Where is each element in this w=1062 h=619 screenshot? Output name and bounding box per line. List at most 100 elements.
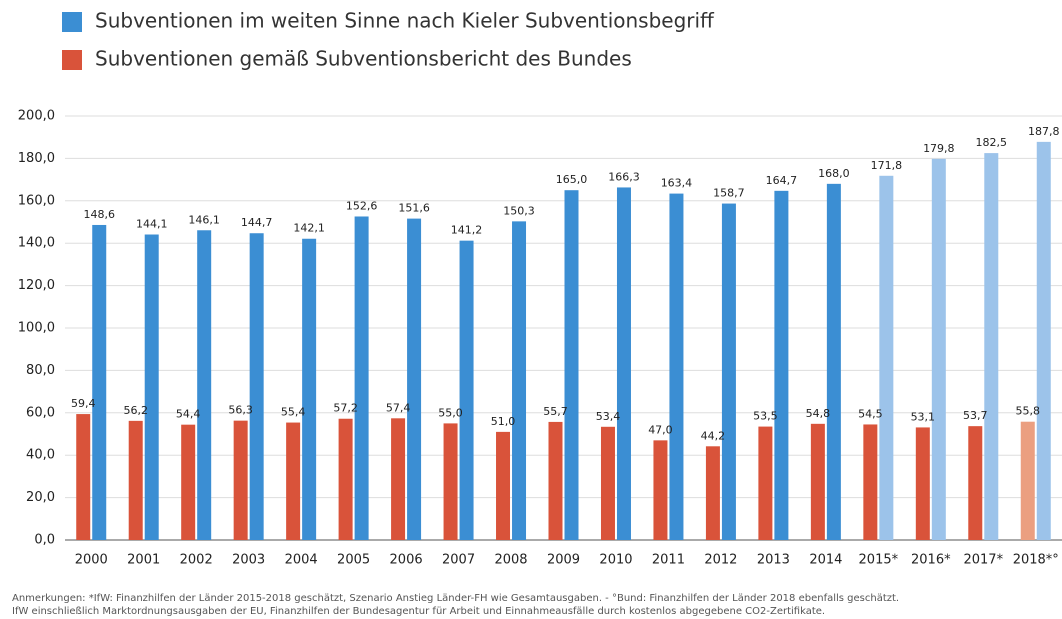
x-tick-label: 2002 — [180, 553, 213, 568]
bar — [443, 423, 458, 540]
value-label: 144,1 — [136, 218, 168, 231]
value-label: 168,0 — [818, 167, 850, 180]
value-label: 54,8 — [806, 407, 831, 420]
bar — [968, 426, 983, 540]
value-label: 51,0 — [491, 415, 516, 428]
bar — [286, 422, 301, 540]
bar — [249, 233, 264, 540]
x-tick-label: 2014 — [809, 553, 842, 568]
y-tick-label: 100,0 — [18, 321, 55, 336]
x-tick-label: 2001 — [127, 553, 160, 568]
bar — [826, 183, 841, 540]
bar — [705, 446, 720, 540]
bar — [669, 193, 684, 541]
bar — [879, 175, 894, 540]
y-tick-label: 140,0 — [18, 236, 55, 251]
x-tick-label: 2018*° — [1013, 553, 1059, 568]
value-label: 55,8 — [1016, 405, 1041, 418]
value-label: 53,7 — [963, 409, 988, 422]
x-tick-label: 2003 — [232, 553, 265, 568]
x-tick-label: 2007 — [442, 553, 475, 568]
x-tick-label: 2017* — [963, 553, 1003, 568]
bar — [984, 153, 999, 540]
value-label: 166,3 — [608, 170, 640, 183]
bar — [391, 418, 406, 540]
bar — [600, 426, 615, 540]
y-tick-label: 80,0 — [26, 363, 55, 378]
bar — [721, 203, 736, 540]
bar — [128, 420, 143, 540]
bar — [496, 431, 511, 540]
value-label: 182,5 — [976, 136, 1008, 149]
value-label: 163,4 — [661, 177, 693, 190]
y-tick-label: 60,0 — [26, 405, 55, 420]
bar — [92, 224, 107, 540]
value-label: 164,7 — [766, 174, 798, 187]
x-tick-label: 2000 — [75, 553, 108, 568]
y-tick-label: 180,0 — [18, 151, 55, 166]
bar — [512, 221, 527, 540]
y-tick-label: 120,0 — [18, 278, 55, 293]
x-tick-label: 2016* — [911, 553, 951, 568]
bar — [302, 238, 317, 541]
bar — [459, 240, 474, 540]
value-label: 150,3 — [503, 204, 535, 217]
value-label: 165,0 — [556, 173, 588, 186]
legend-swatch — [62, 50, 82, 70]
footnote: Anmerkungen: *IfW: Finanzhilfen der Länd… — [12, 593, 899, 604]
value-label: 54,5 — [858, 407, 883, 420]
value-label: 55,0 — [438, 406, 463, 419]
bar — [1036, 141, 1051, 540]
value-label: 148,6 — [83, 208, 115, 221]
value-label: 152,6 — [346, 199, 378, 212]
value-label: 53,5 — [753, 410, 778, 423]
value-label: 179,8 — [923, 142, 955, 155]
value-label: 57,2 — [333, 402, 358, 415]
bar — [810, 423, 825, 540]
bar — [616, 187, 631, 540]
x-tick-label: 2012 — [704, 553, 737, 568]
bar — [1020, 421, 1035, 540]
bar — [354, 216, 369, 540]
value-label: 141,2 — [451, 224, 483, 237]
x-tick-label: 2005 — [337, 553, 370, 568]
value-label: 171,8 — [871, 159, 903, 172]
bar — [758, 426, 773, 540]
x-tick-label: 2011 — [652, 553, 685, 568]
value-label: 158,7 — [713, 187, 745, 200]
x-tick-label: 2009 — [547, 553, 580, 568]
value-label: 56,2 — [123, 404, 148, 417]
bar — [653, 440, 668, 540]
bar — [564, 190, 579, 540]
value-label: 142,1 — [293, 222, 325, 235]
legend-swatch — [62, 12, 82, 32]
footnote: IfW einschließlich Marktordnungsausgaben… — [12, 606, 825, 617]
value-label: 144,7 — [241, 216, 273, 229]
bar — [144, 234, 159, 540]
bar — [76, 414, 91, 540]
value-label: 55,7 — [543, 405, 568, 418]
y-tick-label: 200,0 — [18, 109, 55, 124]
bar — [863, 424, 878, 540]
value-label: 53,1 — [911, 410, 936, 423]
y-tick-label: 20,0 — [26, 490, 55, 505]
bar — [931, 158, 946, 540]
bar — [233, 420, 248, 540]
value-label: 151,6 — [398, 202, 430, 215]
legend-label: Subventionen im weiten Sinne nach Kieler… — [95, 9, 715, 33]
y-tick-label: 160,0 — [18, 193, 55, 208]
y-tick-label: 40,0 — [26, 448, 55, 463]
x-tick-label: 2010 — [599, 553, 632, 568]
legend-label: Subventionen gemäß Subventionsbericht de… — [95, 47, 632, 71]
bar — [181, 424, 196, 540]
x-tick-label: 2015* — [859, 553, 899, 568]
bar — [338, 418, 353, 540]
x-tick-label: 2006 — [390, 553, 423, 568]
x-tick-label: 2008 — [494, 553, 527, 568]
value-label: 44,2 — [701, 429, 726, 442]
x-tick-label: 2004 — [285, 553, 318, 568]
bar — [774, 190, 789, 540]
value-label: 57,4 — [386, 401, 411, 414]
value-label: 55,4 — [281, 406, 306, 419]
